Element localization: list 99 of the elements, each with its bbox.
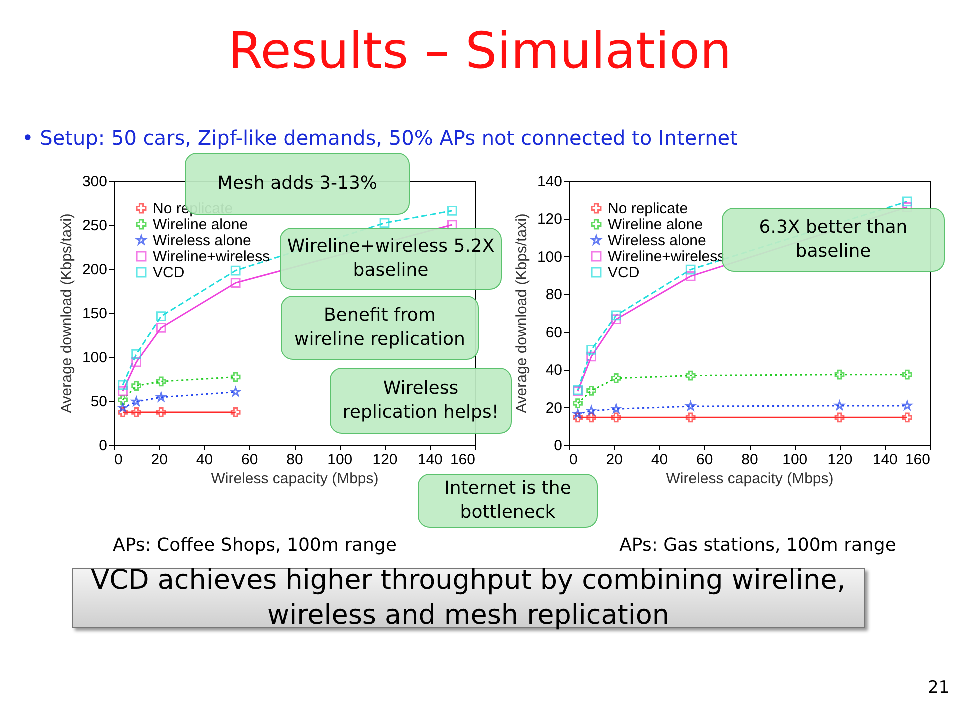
point — [118, 403, 128, 412]
point — [132, 349, 142, 360]
legend-label: Wireline alone — [608, 216, 704, 234]
y-tick-label: 150 — [82, 306, 108, 322]
chart-subtitle: • Setup: 50 cars, Zipf-like demands, 50% APs not connected to Internet — [22, 126, 738, 150]
point — [611, 314, 622, 325]
x-tick-label: 100 — [328, 452, 353, 468]
y-tick-label: 100 — [82, 350, 108, 366]
x-tick-label: 40 — [651, 452, 668, 468]
annotation: 6.3X better than baseline — [759, 216, 908, 262]
y-tick-label: 120 — [537, 211, 562, 228]
point — [156, 312, 166, 322]
point — [132, 357, 142, 368]
point — [231, 387, 241, 396]
text: APs: Gas stations, 100m range — [620, 535, 896, 556]
point — [611, 374, 622, 384]
point — [573, 398, 583, 408]
point — [611, 310, 622, 321]
y-tick-label: 40 — [546, 362, 562, 380]
point — [834, 412, 845, 423]
point — [156, 392, 166, 402]
x-tick-label: 0 — [114, 452, 123, 468]
point — [686, 271, 696, 282]
point — [586, 406, 596, 416]
point — [834, 370, 845, 380]
y-tick-label: 0 — [99, 438, 108, 454]
x-axis-title: Wireless capacity (Mbps) — [211, 470, 379, 488]
point — [902, 370, 912, 380]
x-tick-label: 80 — [286, 452, 304, 468]
point — [448, 206, 458, 216]
x-tick-label: 120 — [372, 452, 398, 468]
x-tick-label: 20 — [606, 452, 623, 468]
point — [902, 196, 912, 207]
point — [573, 409, 583, 418]
x-axis-title: Wireless capacity (Mbps) — [666, 470, 834, 488]
x-tick-label: 60 — [696, 452, 714, 468]
point — [230, 278, 241, 288]
annotation: Mesh adds 3-13% — [217, 172, 378, 194]
point — [156, 408, 166, 418]
point — [902, 401, 912, 410]
x-tick-label: 160 — [450, 452, 476, 468]
legend-label: VCD — [153, 264, 185, 282]
text: APs: Coffee Shops, 100m range — [113, 535, 397, 556]
point — [612, 404, 622, 414]
x-tick-label: 160 — [905, 452, 930, 468]
text: VCD achieves higher throughput by combining wireline, wireless and mesh replication — [90, 564, 847, 631]
point — [686, 370, 696, 381]
x-tick-label: 100 — [782, 452, 808, 468]
point — [573, 412, 583, 423]
point — [380, 218, 390, 228]
y-tick-label: 50 — [90, 394, 108, 410]
point — [118, 395, 128, 406]
point — [132, 381, 142, 391]
y-tick-label: 200 — [82, 262, 108, 278]
y-tick-label: 80 — [546, 286, 562, 304]
x-tick-label: 120 — [828, 452, 853, 468]
point — [586, 386, 596, 396]
point — [118, 386, 128, 396]
legend-label: Wireline+wireless — [153, 248, 270, 266]
point — [132, 396, 142, 406]
legend-label: No replicate — [608, 200, 688, 218]
x-tick-label: 60 — [242, 452, 258, 468]
point — [230, 372, 241, 382]
point — [586, 352, 596, 362]
point — [118, 380, 128, 390]
chart-title: Results – Simulation — [227, 22, 733, 80]
y-tick-label: 140 — [537, 174, 562, 190]
point — [156, 323, 166, 333]
y-tick-label: 250 — [82, 218, 108, 234]
text: 21 — [928, 678, 950, 698]
x-tick-label: 20 — [151, 452, 168, 468]
y-axis-title: Average download (Kbps/taxi) — [513, 214, 530, 414]
point — [686, 412, 696, 423]
y-tick-label: 300 — [82, 174, 108, 190]
x-tick-label: 80 — [742, 452, 758, 468]
y-axis-title: Average download (Kbps/taxi) — [58, 214, 76, 414]
legend-label: Wireless alone — [153, 232, 252, 250]
point — [686, 402, 696, 411]
y-tick-label: 100 — [537, 248, 562, 266]
point — [586, 412, 596, 423]
legend-label: VCD — [608, 264, 640, 282]
point — [230, 408, 241, 418]
point — [230, 266, 241, 276]
y-tick-label: 0 — [554, 438, 562, 454]
point — [586, 345, 596, 355]
point — [132, 408, 142, 418]
point — [686, 264, 696, 275]
point — [611, 412, 622, 423]
x-tick-label: 40 — [196, 452, 214, 468]
point — [156, 376, 166, 387]
x-tick-label: 140 — [872, 452, 898, 468]
x-tick-label: 0 — [570, 452, 578, 468]
point — [902, 412, 912, 423]
legend-label: Wireline alone — [153, 216, 248, 234]
x-tick-label: 140 — [418, 452, 443, 468]
y-tick-label: 20 — [546, 400, 562, 417]
y-tick-label: 60 — [546, 324, 562, 342]
legend-label: Wireless alone — [608, 232, 706, 250]
point — [118, 408, 128, 418]
